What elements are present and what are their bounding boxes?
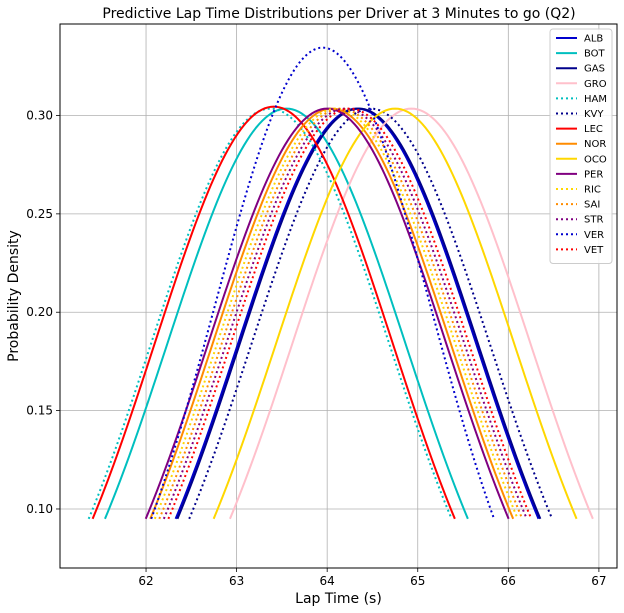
legend-label-ham: HAM bbox=[584, 94, 607, 105]
curve-gas bbox=[176, 107, 542, 520]
legend-label-oco: OCO bbox=[584, 154, 607, 165]
axis-ticks: 62 63 64 65 66 67 0.10 0.15 0.20 0.25 0.30 bbox=[26, 108, 606, 588]
x-tick-label: 64 bbox=[320, 574, 335, 588]
y-tick-label: 0.30 bbox=[26, 108, 53, 122]
curve-gro bbox=[229, 107, 594, 520]
curve-per bbox=[144, 107, 510, 520]
plot-frame bbox=[59, 23, 618, 569]
y-tick-label: 0.25 bbox=[26, 207, 53, 221]
x-axis-label: Lap Time (s) bbox=[295, 591, 382, 607]
legend-box bbox=[549, 28, 613, 264]
legend-label-ric: RIC bbox=[584, 185, 601, 196]
curve-ric bbox=[153, 107, 519, 520]
y-axis-label: Probability Density bbox=[6, 230, 22, 362]
y-tick-label: 0.10 bbox=[26, 502, 53, 516]
curve-nor bbox=[149, 107, 515, 520]
curve-bot bbox=[104, 107, 469, 520]
legend-label-gro: GRO bbox=[584, 79, 607, 90]
grid-lines bbox=[60, 24, 617, 568]
legend-label-alb: ALB bbox=[584, 34, 603, 45]
legend: ALB BOT GAS GRO HAM KVY LEC NOR OCO PER RIC SAI STR V… bbox=[549, 28, 613, 264]
x-tick-label: 65 bbox=[410, 574, 425, 588]
curve-ham bbox=[87, 107, 453, 520]
chart-title: Predictive Lap Time Distributions per Dr… bbox=[102, 6, 575, 22]
legend-label-gas: GAS bbox=[584, 64, 605, 75]
curve-ver bbox=[150, 46, 495, 520]
x-tick-label: 67 bbox=[591, 574, 606, 588]
x-tick-label: 63 bbox=[229, 574, 244, 588]
curve-kvy bbox=[188, 107, 554, 520]
x-tick-label: 66 bbox=[501, 574, 516, 588]
legend-label-str: STR bbox=[584, 215, 603, 226]
y-tick-label: 0.15 bbox=[26, 404, 53, 418]
legend-label-kvy: KVY bbox=[584, 109, 604, 120]
legend-label-per: PER bbox=[584, 169, 603, 180]
x-tick-label: 62 bbox=[138, 574, 153, 588]
legend-label-lec: LEC bbox=[584, 124, 603, 135]
y-tick-label: 0.20 bbox=[26, 305, 53, 319]
distribution-curves bbox=[87, 46, 594, 520]
curve-oco bbox=[212, 107, 578, 520]
legend-label-ver: VER bbox=[584, 230, 604, 241]
legend-label-vet: VET bbox=[584, 245, 604, 256]
legend-label-nor: NOR bbox=[584, 139, 606, 150]
curve-lec bbox=[91, 105, 456, 520]
legend-label-bot: BOT bbox=[584, 49, 606, 60]
legend-label-sai: SAI bbox=[584, 200, 600, 211]
